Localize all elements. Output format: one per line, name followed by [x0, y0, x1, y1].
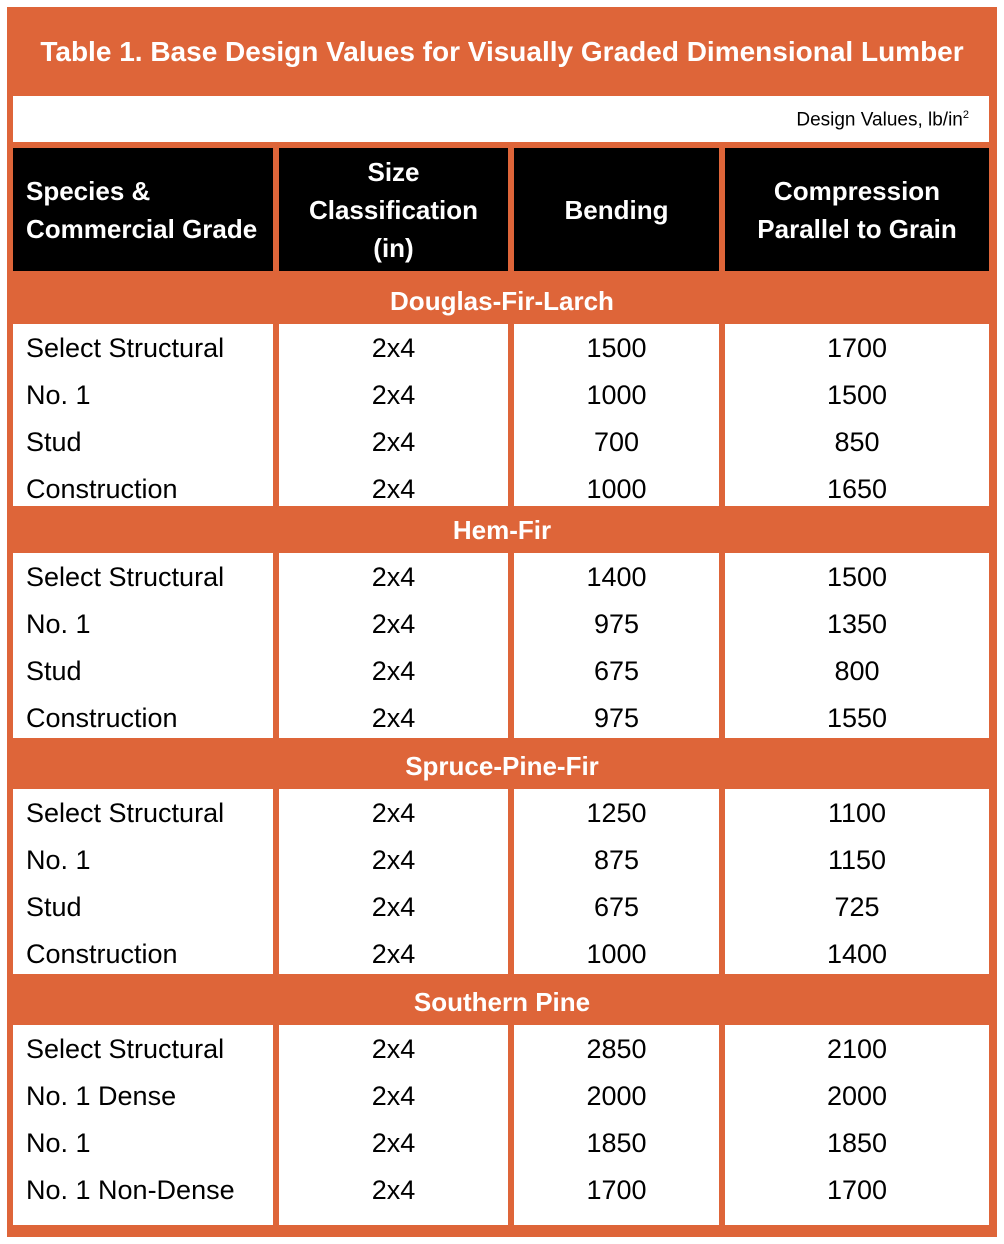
table-cell: 1650	[826, 474, 888, 504]
units-superscript: 2	[962, 109, 969, 121]
table-cell: Select Structural	[26, 562, 225, 592]
table-cell: 2x4	[371, 562, 416, 592]
section-header-species: Southern Pine	[413, 987, 591, 1017]
table-cell: 1400	[586, 562, 647, 592]
table-cell: Select Structural	[26, 1034, 225, 1064]
column-block: 1500 1350 800 1550	[725, 553, 989, 738]
table-cell: Stud	[26, 892, 82, 922]
table-cell: 1000	[586, 380, 647, 410]
table-cell: 2x4	[371, 609, 416, 639]
column-block: 1100 1150 725 1400	[725, 789, 989, 974]
table-cell: 2x4	[371, 1128, 416, 1158]
table-cell: Select Structural	[26, 798, 225, 828]
table-cell: 1500	[826, 380, 888, 410]
column-block: 1700 1500 850 1650	[725, 324, 989, 506]
column-block: 2100 2000 1850 1700	[725, 1025, 989, 1225]
section-header-species: Hem-Fir	[452, 515, 552, 545]
table-cell: 2x4	[371, 703, 416, 733]
column-block: 1500 1000 700 1000	[514, 324, 719, 506]
table-cell: 675	[593, 656, 640, 686]
table-cell: 2x4	[371, 380, 416, 410]
column-block: Select Structural No. 1 Dense No. 1 No. 1 N…	[13, 1025, 273, 1225]
column-block: 1250 875 675 1000	[514, 789, 719, 974]
table-cell: 1000	[586, 939, 647, 969]
table-cell: 2x4	[371, 845, 416, 875]
table-cell: 2x4	[371, 1081, 416, 1111]
table-cell: 1150	[827, 845, 887, 875]
table-cell: 2850	[586, 1034, 647, 1064]
units-label: Design Values, lb/in2	[796, 109, 969, 131]
table-cell: 2100	[826, 1034, 888, 1064]
table-cell: 2x4	[371, 892, 416, 922]
table-cell: Construction	[26, 474, 178, 504]
section-header-species: Douglas-Fir-Larch	[390, 286, 614, 316]
table-cell: 2x4	[371, 333, 416, 363]
table-cell: 700	[593, 427, 640, 457]
units-text: Design Values, lb/in	[796, 109, 963, 131]
table-cell: 1350	[826, 609, 888, 639]
header-size-classification: Size Classification (in)	[279, 148, 508, 271]
table-cell: 800	[834, 656, 880, 686]
table-cell: 1500	[826, 562, 888, 592]
table-title: Table 1. Base Design Values for Visually…	[40, 36, 964, 67]
column-block: Select Structural No. 1 Stud Construction	[13, 789, 273, 974]
table-cell: Construction	[26, 939, 178, 969]
table-cell: 1850	[586, 1128, 647, 1158]
table-cell: Construction	[26, 703, 178, 733]
table-cell: 2x4	[371, 939, 416, 969]
column-block: Select Structural No. 1 Stud Construction	[13, 324, 273, 506]
column-block: 2850 2000 1850 1700	[514, 1025, 719, 1225]
table-cell: No. 1	[26, 609, 91, 639]
table-cell: 1850	[826, 1128, 888, 1158]
table-cell: Stud	[26, 427, 82, 457]
header-bending: Bending	[514, 148, 719, 271]
table-cell: 1700	[826, 333, 888, 363]
table-cell: 1550	[826, 703, 888, 733]
units-row: Design Values, lb/in2	[13, 96, 989, 142]
column-block: 2x4 2x4 2x4 2x4	[279, 553, 508, 738]
table-cell: 2000	[586, 1081, 647, 1111]
table-cell: Stud	[26, 656, 82, 686]
table-cell: 675	[593, 892, 640, 922]
table-cell: 2x4	[371, 1175, 416, 1205]
table-cell: 975	[593, 703, 640, 733]
table-cell: 2x4	[371, 474, 416, 504]
table-cell: 1700	[826, 1175, 888, 1205]
table-cell: 875	[593, 845, 640, 875]
table-cell: 1700	[586, 1175, 647, 1205]
table-cell: No. 1	[26, 380, 91, 410]
header-compression: Compression Parallel to Grain	[725, 148, 989, 271]
table-cell: 1400	[826, 939, 888, 969]
table-cell: No. 1	[26, 1128, 91, 1158]
column-block: 1400 975 675 975	[514, 553, 719, 738]
table-frame: Table 1. Base Design Values for Visually…	[7, 7, 997, 1237]
table-cell: 2000	[826, 1081, 888, 1111]
header-species-grade: Species & Commercial Grade	[13, 148, 273, 271]
table-cell: 2x4	[371, 798, 416, 828]
table-cell: 1100	[827, 798, 887, 828]
column-block: Select Structural No. 1 Stud Construction	[13, 553, 273, 738]
table-cell: No. 1	[26, 845, 91, 875]
table-cell: 1000	[586, 474, 647, 504]
table-cell: 1500	[586, 333, 647, 363]
table-cell: 2x4	[371, 656, 416, 686]
table-cell: 725	[834, 892, 880, 922]
table-cell: 2x4	[371, 1034, 416, 1064]
column-block: 2x4 2x4 2x4 2x4	[279, 789, 508, 974]
table-cell: 850	[834, 427, 880, 457]
table-cell: No. 1 Non-Dense	[26, 1175, 235, 1205]
table-cell: 975	[593, 609, 640, 639]
table-cell: 2x4	[371, 427, 416, 457]
section-header-species: Spruce-Pine-Fir	[405, 751, 599, 781]
column-block: 2x4 2x4 2x4 2x4	[279, 1025, 508, 1225]
table-cell: No. 1 Dense	[26, 1081, 177, 1111]
table-cell: 1250	[586, 798, 647, 828]
column-block: 2x4 2x4 2x4 2x4	[279, 324, 508, 506]
table-cell: Select Structural	[26, 333, 225, 363]
